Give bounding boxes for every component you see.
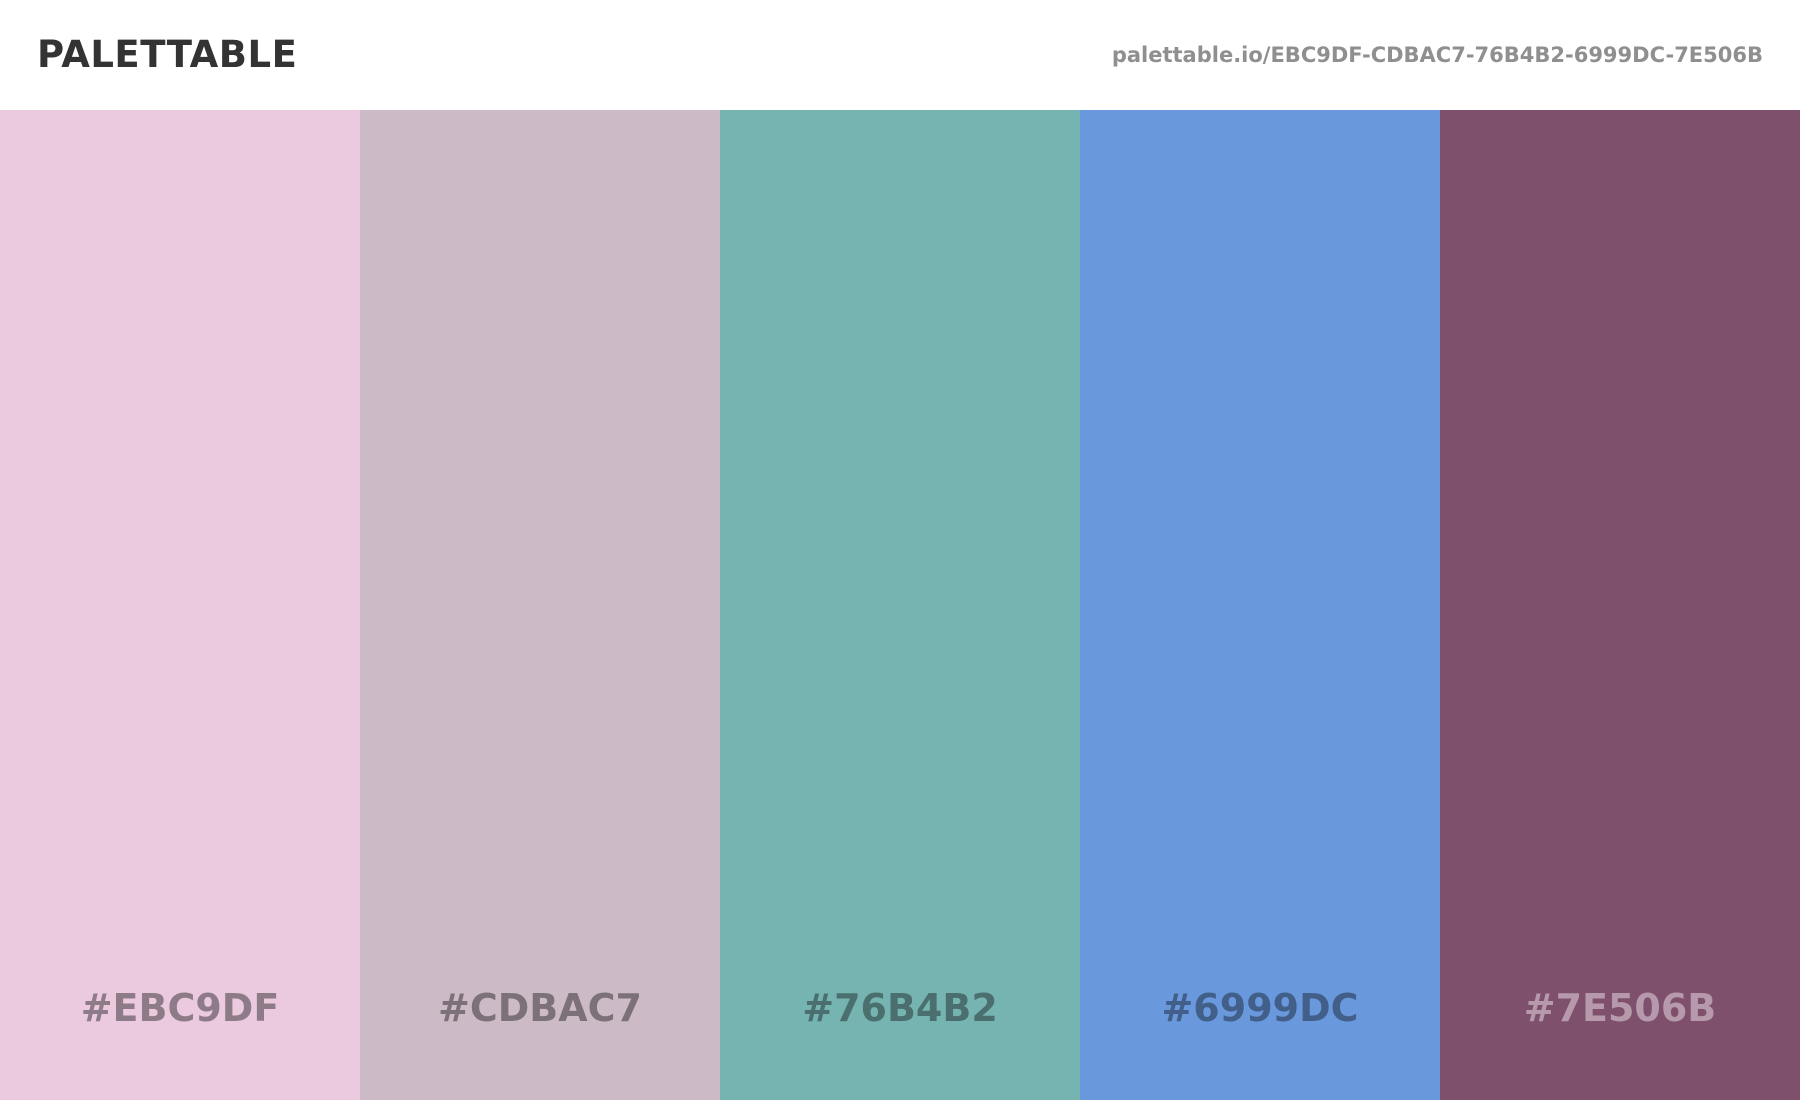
color-swatch-4[interactable]: #6999DC: [1080, 110, 1440, 1100]
color-swatch-3[interactable]: #76B4B2: [720, 110, 1080, 1100]
color-swatch-2[interactable]: #CDBAC7: [360, 110, 720, 1100]
palette-swatches: #EBC9DF #CDBAC7 #76B4B2 #6999DC #7E506B: [0, 110, 1800, 1100]
swatch-hex-label: #76B4B2: [802, 986, 998, 1030]
swatch-hex-label: #6999DC: [1161, 986, 1359, 1030]
palette-url[interactable]: palettable.io/EBC9DF-CDBAC7-76B4B2-6999D…: [1111, 43, 1763, 67]
header: PALETTABLE palettable.io/EBC9DF-CDBAC7-7…: [0, 0, 1800, 110]
color-swatch-1[interactable]: #EBC9DF: [0, 110, 360, 1100]
swatch-hex-label: #CDBAC7: [438, 986, 642, 1030]
swatch-hex-label: #7E506B: [1523, 986, 1717, 1030]
swatch-hex-label: #EBC9DF: [80, 986, 280, 1030]
brand-logo-text[interactable]: PALETTABLE: [37, 33, 298, 76]
color-swatch-5[interactable]: #7E506B: [1440, 110, 1800, 1100]
